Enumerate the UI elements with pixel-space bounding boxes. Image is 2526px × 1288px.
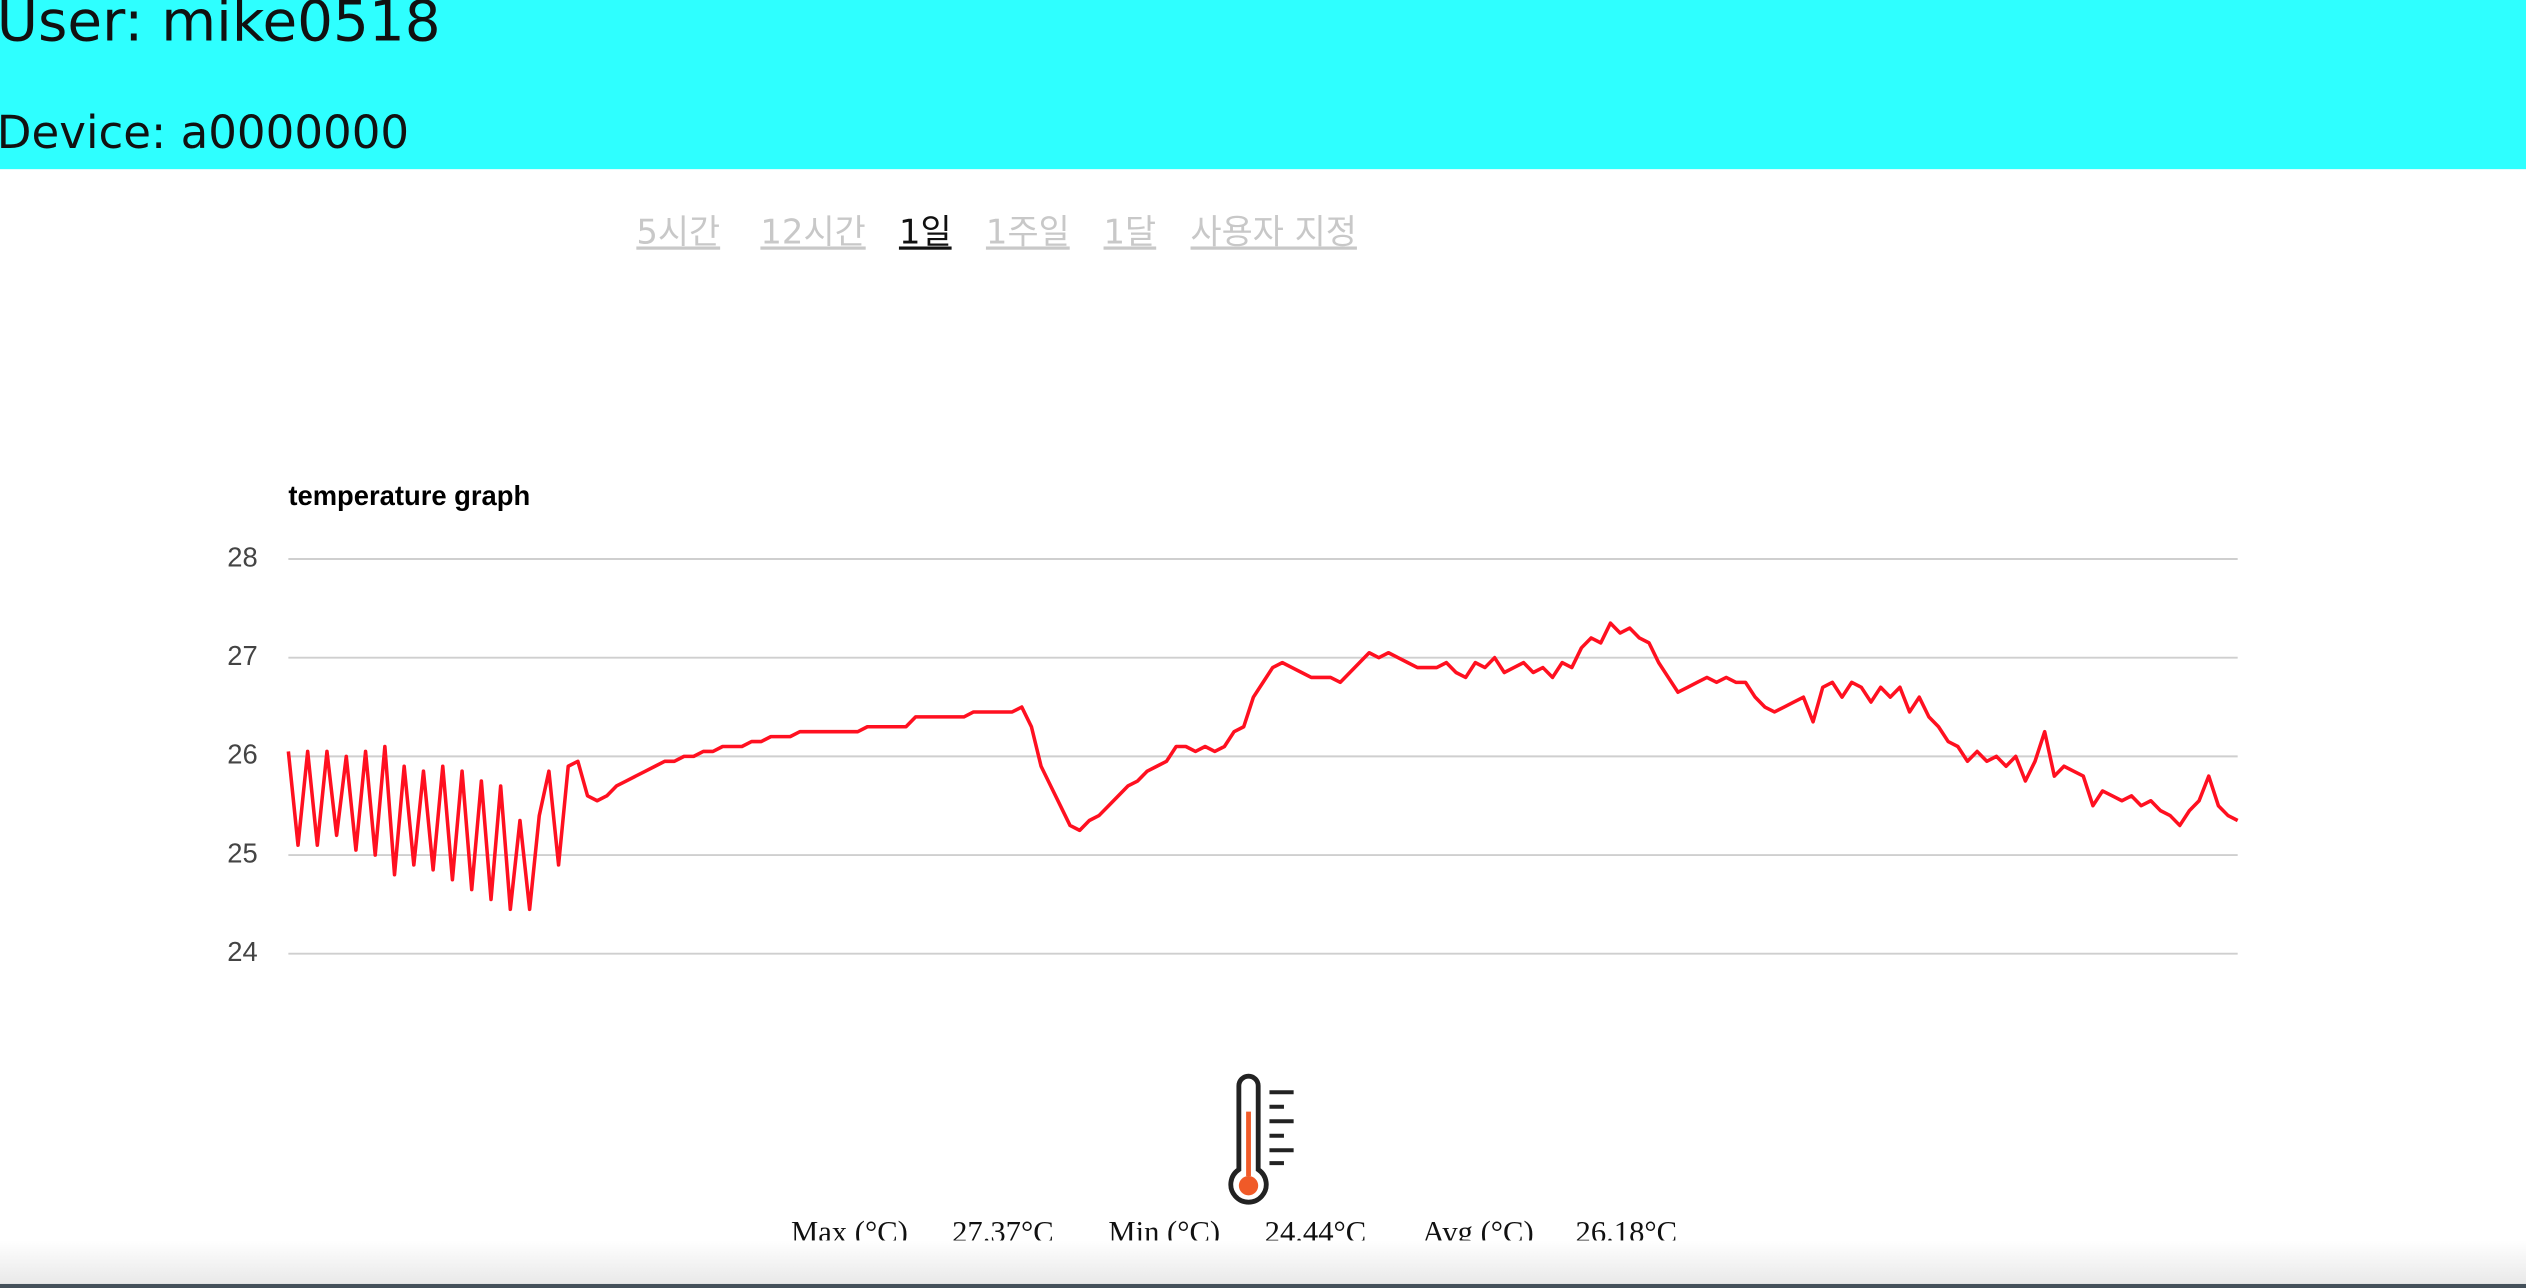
temperature-line (286, 621, 2239, 912)
device-name: Device: a0000000 (0, 106, 410, 160)
chart-title: temperature graph (288, 480, 530, 511)
thermometer-icon (1228, 1073, 1294, 1205)
y-tick-label: 27 (227, 640, 257, 671)
header: User: mike0518 Device: a0000000 (0, 0, 2526, 170)
range-tab[interactable]: 사용자 지정 (1190, 212, 1357, 252)
chart: temperature graph 24 25 26 27 28 (227, 480, 2239, 967)
range-tab[interactable]: 12시간 (760, 212, 866, 252)
range-tab[interactable]: 1일 (898, 212, 952, 252)
bottom-shadow (0, 1240, 2526, 1288)
user-name: User: mike0518 (0, 0, 441, 55)
y-tick-label: 25 (227, 837, 257, 868)
bottom-edge (0, 1283, 2526, 1288)
range-tab[interactable]: 1달 (1103, 212, 1157, 252)
y-tick-label: 28 (227, 541, 257, 572)
y-tick-label: 26 (227, 739, 257, 770)
range-tab[interactable]: 5시간 (636, 212, 721, 252)
y-tick-label: 24 (227, 936, 257, 967)
range-tab[interactable]: 1주일 (985, 212, 1070, 252)
